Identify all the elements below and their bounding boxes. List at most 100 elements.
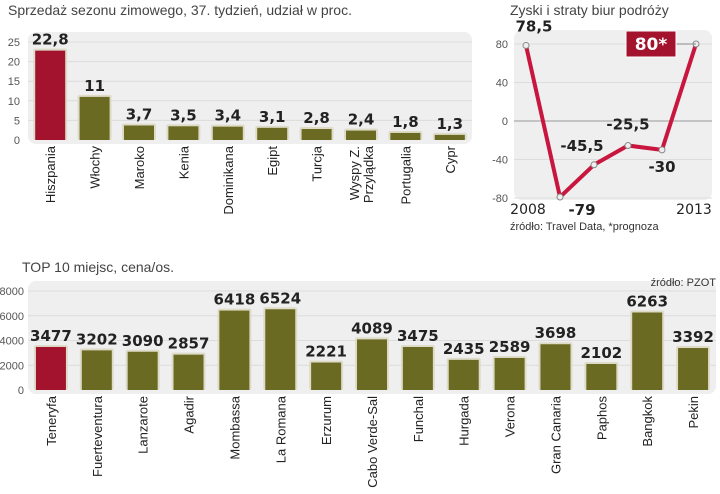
category-label: Gran Canaria	[548, 395, 563, 474]
category-label: Cabo Verde-Sal	[365, 396, 380, 488]
bar	[586, 363, 617, 390]
bar	[81, 350, 112, 390]
category-label: Hurgada	[457, 395, 472, 446]
data-label: 78,5	[515, 17, 552, 35]
data-label: -30	[648, 158, 675, 176]
data-label: 3202	[76, 330, 118, 348]
data-label: 3477	[30, 327, 72, 345]
y-tick-label: 5	[14, 115, 20, 127]
data-label: 3,4	[215, 107, 242, 125]
data-label: 3,7	[126, 105, 153, 123]
bar	[35, 346, 66, 390]
bar	[219, 310, 250, 390]
data-label: 2,4	[348, 111, 375, 129]
bar	[168, 126, 199, 140]
data-label: 3475	[397, 327, 439, 345]
y-tick-label: 20	[8, 57, 20, 69]
bar	[311, 362, 342, 390]
data-label: 2857	[168, 335, 210, 353]
category-label: Bangkok	[640, 396, 655, 447]
category-label: Wyspy Z.	[347, 146, 362, 200]
category-label: Agadir	[182, 395, 197, 433]
highlight-box	[625, 30, 677, 58]
chart-title: Zyski i straty biur podróży	[510, 2, 669, 18]
category-label: Funchal	[411, 396, 426, 442]
y-tick-label: 80	[496, 39, 508, 51]
y-tick-label: 10	[8, 96, 20, 108]
data-point	[556, 193, 564, 201]
data-label: 2435	[443, 340, 485, 358]
plot-background	[28, 32, 472, 144]
category-label: Mombassa	[227, 395, 242, 459]
bar	[632, 312, 663, 390]
y-tick-label: 40	[496, 78, 508, 90]
data-label: 6524	[259, 289, 301, 307]
data-label: 2,8	[303, 109, 330, 127]
data-label: 2589	[489, 338, 531, 356]
y-tick-label: 8000	[0, 286, 24, 298]
data-label: 6263	[626, 292, 668, 310]
plot-background	[514, 30, 712, 200]
category-label: Cypr	[443, 145, 458, 173]
category-label: Egipt	[265, 146, 280, 176]
bar	[402, 346, 433, 390]
data-label: -25,5	[606, 116, 649, 134]
category-label: Portugalia	[398, 145, 413, 204]
category-label: Kenia	[176, 145, 191, 179]
data-label: 3090	[122, 332, 164, 350]
category-label: La Romana	[273, 395, 288, 463]
data-label: 2221	[305, 343, 347, 361]
data-point	[658, 146, 666, 154]
bar	[257, 127, 288, 140]
data-label: 80*	[635, 35, 668, 55]
chart-title: TOP 10 miejsc, cena/os.	[22, 259, 174, 275]
source-note: źródło: Travel Data, *prognoza	[510, 221, 659, 233]
bar	[212, 126, 243, 140]
bar	[540, 344, 571, 390]
data-label: 1,8	[392, 113, 419, 131]
category-label: Maroko	[132, 146, 147, 189]
bar	[346, 130, 376, 140]
data-label: 11	[84, 77, 105, 95]
x-tick-label: 2008	[510, 202, 546, 218]
y-tick-label: 0	[18, 385, 24, 397]
data-label: 3698	[535, 324, 577, 342]
bar	[35, 50, 66, 140]
bar	[448, 359, 479, 390]
data-label: -79	[568, 201, 595, 219]
bar	[357, 339, 387, 390]
y-tick-label: 0	[14, 135, 20, 147]
bar	[301, 129, 332, 140]
data-label: 1,3	[437, 115, 464, 133]
category-label: Paphos	[594, 396, 609, 441]
category-label: Przylądka	[361, 145, 376, 203]
bar	[390, 132, 421, 140]
category-label: Lanzarote	[136, 396, 151, 454]
y-tick-label: 4000	[0, 336, 24, 348]
bar	[265, 309, 296, 390]
y-tick-label: 25	[8, 37, 20, 49]
data-label: 22,8	[32, 31, 69, 49]
category-label: Turcja	[310, 145, 325, 181]
category-label: Teneryfa	[44, 395, 59, 446]
data-label: 3,5	[170, 106, 197, 124]
category-label: Fuerteventura	[90, 395, 105, 477]
y-tick-label: -80	[492, 193, 508, 205]
source-note: źródło: PZOT	[651, 277, 717, 289]
bar	[127, 351, 158, 390]
category-label: Erzurum	[319, 396, 334, 445]
data-label: -45,5	[560, 137, 603, 155]
data-label: 4089	[351, 319, 393, 337]
y-tick-label: 0	[502, 116, 508, 128]
data-label: 2102	[580, 344, 622, 362]
series-line	[524, 43, 698, 200]
data-point	[624, 142, 632, 150]
category-label: Verona	[503, 395, 518, 437]
data-point	[590, 161, 598, 169]
category-label: Pekin	[686, 396, 701, 429]
bar	[173, 354, 204, 390]
bar	[678, 348, 709, 390]
y-tick-label: 15	[8, 76, 20, 88]
bar	[494, 357, 525, 390]
